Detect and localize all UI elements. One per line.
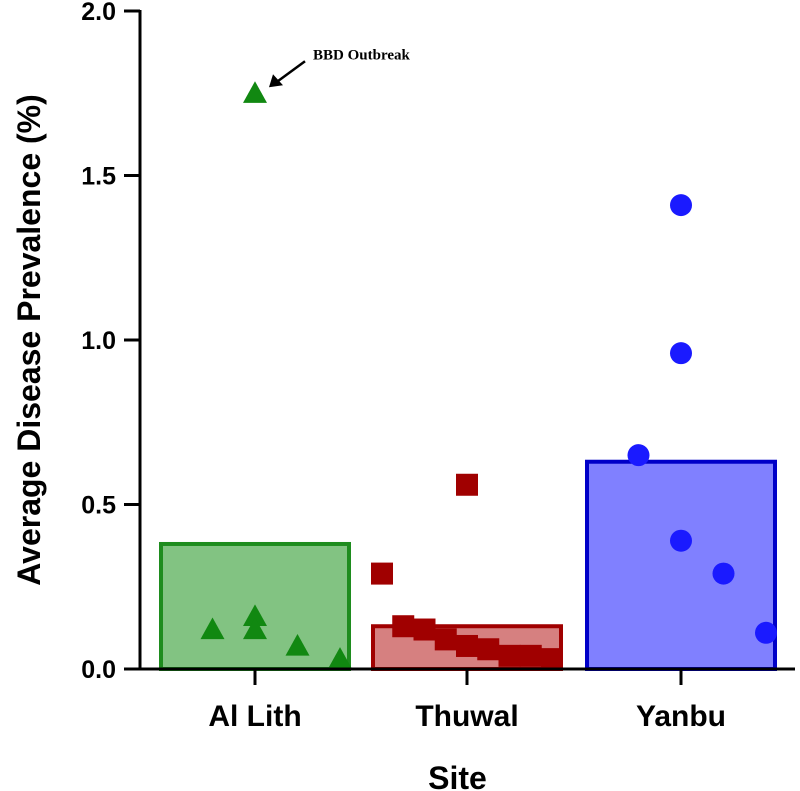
data-point-thuwal [434,628,457,651]
data-point-al-lith [285,633,310,656]
data-point-yanbu [670,342,692,365]
data-point-al-lith [328,647,352,669]
x-tick-label-yanbu: Yanbu [636,700,726,733]
x-tick-label-al-lith: Al Lith [208,700,301,733]
data-point-thuwal [371,562,393,585]
bars-layer [159,459,777,672]
bar-yanbu [585,459,777,672]
x-axis-title: Site [428,760,487,791]
annotation-bbd-outbreak: BBD Outbreak [313,47,410,63]
y-tick-label: 0.0 [81,656,116,684]
y-tick-label: 0.5 [81,492,116,520]
data-point-al-lith [243,604,267,626]
x-ticks: Al Lith Thuwal Yanbu [208,669,726,733]
data-point-yanbu [712,562,735,585]
data-point-yanbu [627,444,650,467]
annotation-layer: BBD Outbreak [269,47,410,88]
y-tick-label: 1.0 [81,327,116,355]
data-point-thuwal [392,615,415,638]
data-points-layer [200,81,777,671]
annotation-arrow-head [269,74,283,88]
data-point-thuwal [498,644,521,667]
y-ticks: 0.0 0.5 1.0 1.5 2.0 [81,0,140,684]
y-axis-title: Average Disease Prevalence (%) [11,94,47,586]
data-point-al-lith [243,81,267,103]
data-point-thuwal [456,473,478,496]
data-point-yanbu [670,529,692,552]
data-point-thuwal [456,634,478,657]
data-point-yanbu [670,194,692,217]
data-point-thuwal [519,644,542,667]
annotation-arrow-line [274,60,306,85]
y-tick-label: 2.0 [81,0,116,26]
data-point-thuwal [477,638,500,661]
data-point-thuwal [413,618,436,641]
data-point-thuwal [541,648,563,671]
data-point-yanbu [755,621,777,644]
data-point-al-lith [243,617,267,640]
x-tick-label-thuwal: Thuwal [415,700,518,733]
data-point-al-lith [200,617,225,640]
y-tick-label: 1.5 [81,163,116,191]
